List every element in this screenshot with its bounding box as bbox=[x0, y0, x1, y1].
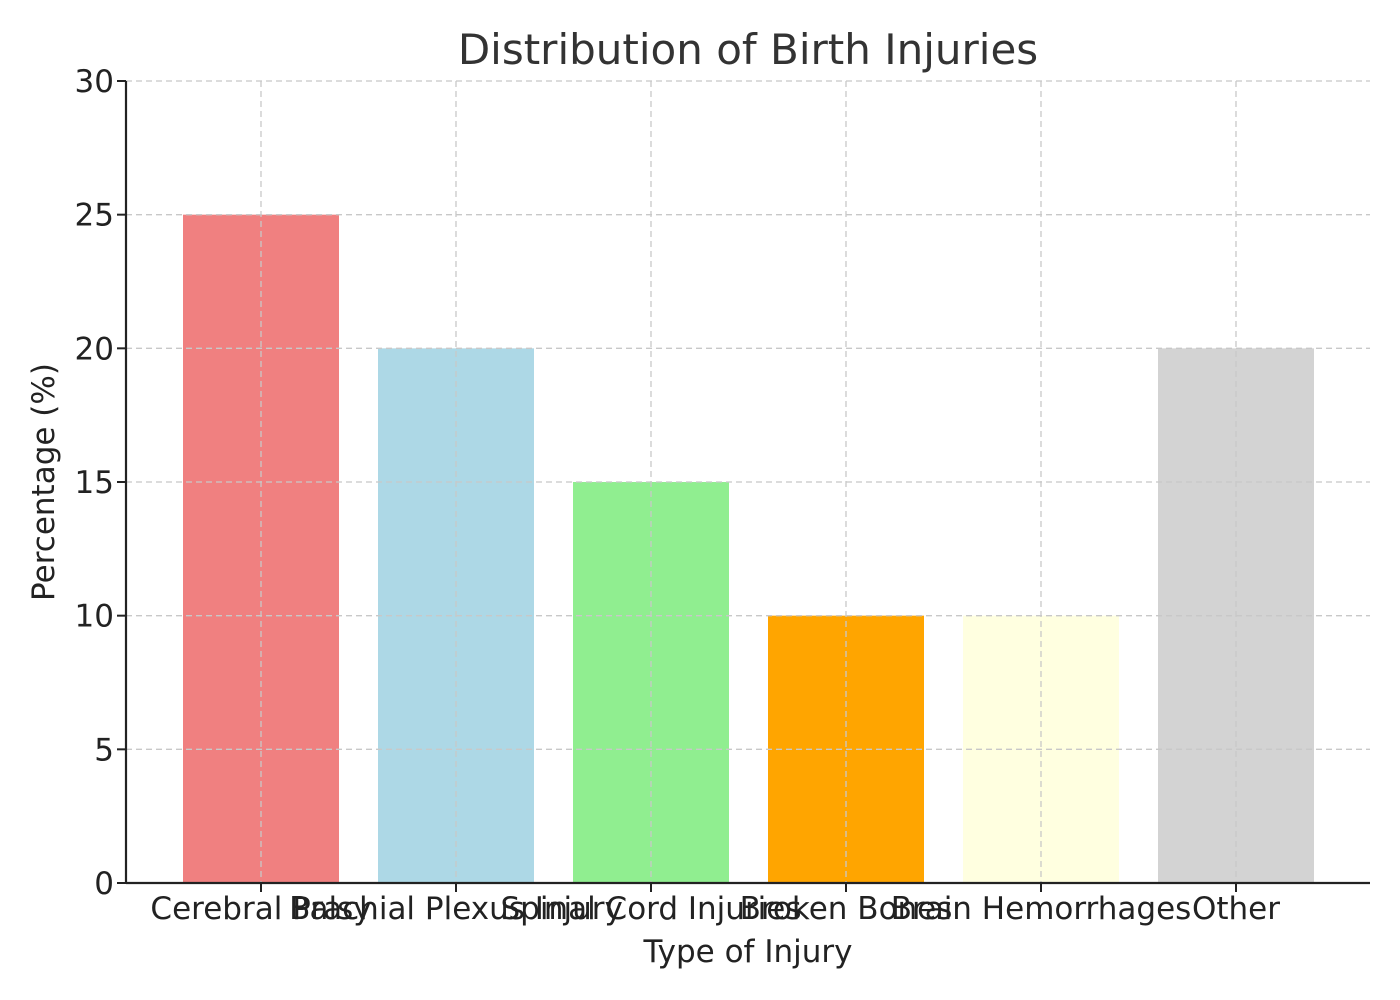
y-tick-label: 10 bbox=[75, 599, 114, 635]
y-tick-label: 20 bbox=[75, 331, 114, 367]
y-axis-label: Percentage (%) bbox=[26, 363, 62, 601]
y-tick-label: 30 bbox=[75, 64, 114, 100]
y-tick-label: 25 bbox=[75, 198, 114, 234]
chart-title: Distribution of Birth Injuries bbox=[458, 25, 1038, 74]
x-tick-label: Broken Bones bbox=[740, 891, 953, 927]
x-axis-label: Type of Injury bbox=[643, 934, 853, 970]
axes bbox=[117, 80, 1370, 892]
y-tick-label: 0 bbox=[94, 866, 114, 902]
x-tick-label: Cerebral Palsy bbox=[150, 891, 371, 927]
x-tick-label: Other bbox=[1192, 891, 1280, 927]
x-tick-label: Brachial Plexus Injury bbox=[289, 891, 623, 927]
grid bbox=[126, 80, 1370, 883]
y-tick-label: 15 bbox=[75, 465, 114, 501]
x-tick-label: Spinal Cord Injuries bbox=[500, 891, 801, 927]
y-tick-labels: 0 5 10 15 20 25 30 bbox=[75, 64, 114, 902]
bars bbox=[183, 214, 1314, 883]
x-tick-label: Brain Hemorrhages bbox=[891, 891, 1192, 927]
y-tick-label: 5 bbox=[94, 732, 114, 768]
